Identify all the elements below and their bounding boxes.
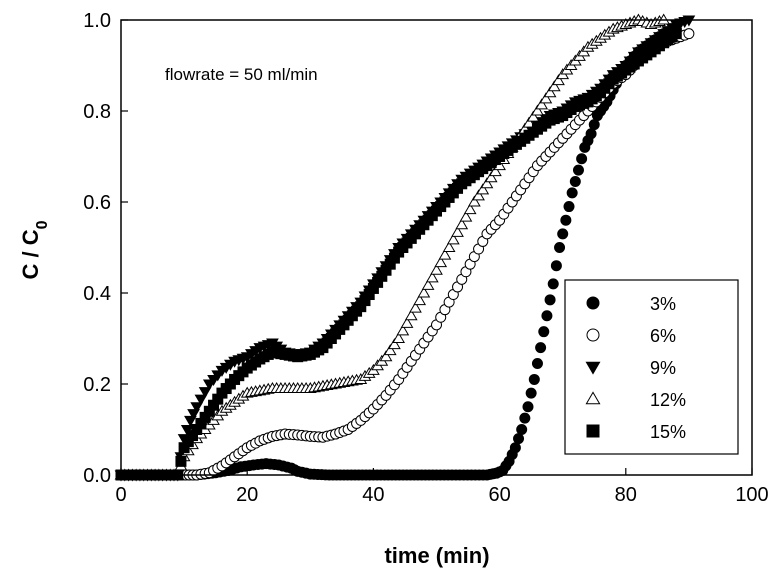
- data-point: [528, 373, 540, 385]
- data-point: [585, 128, 597, 140]
- y-tick-label: 0.8: [83, 101, 111, 123]
- data-point: [409, 301, 422, 313]
- data-point: [535, 342, 547, 354]
- data-point: [396, 324, 410, 336]
- data-point: [539, 92, 553, 104]
- y-tick-label: 0.2: [83, 374, 111, 396]
- data-point: [438, 248, 452, 260]
- data-point: [531, 104, 544, 116]
- y-axis-title-subscript: 0: [34, 220, 51, 229]
- data-point: [392, 332, 406, 343]
- data-point: [522, 401, 534, 413]
- data-point: [543, 86, 557, 98]
- data-point: [550, 260, 562, 272]
- x-tick-label: 20: [236, 484, 258, 506]
- data-point: [446, 233, 460, 245]
- data-point: [560, 214, 572, 226]
- data-point: [489, 165, 502, 177]
- legend-label: 12%: [650, 390, 686, 410]
- data-point: [434, 256, 448, 268]
- y-axis-title-main: C / C: [18, 229, 43, 279]
- data-point: [467, 195, 481, 207]
- data-point: [554, 242, 566, 253]
- data-point: [513, 433, 525, 445]
- data-point: [683, 28, 695, 40]
- data-point: [538, 326, 550, 338]
- data-point: [670, 28, 682, 40]
- data-point: [509, 442, 521, 454]
- data-point: [190, 402, 204, 414]
- legend-marker: [586, 328, 600, 342]
- data-point: [421, 278, 435, 290]
- data-point: [552, 74, 565, 86]
- x-tick-label: 0: [115, 484, 126, 506]
- legend-label: 3%: [650, 294, 676, 314]
- data-point: [430, 263, 443, 275]
- data-point: [572, 164, 584, 176]
- data-point: [480, 177, 494, 189]
- data-point: [379, 350, 393, 362]
- data-point: [472, 189, 485, 201]
- data-point: [569, 176, 581, 188]
- x-tick-label: 100: [735, 484, 768, 506]
- data-point: [526, 110, 540, 122]
- y-tick-label: 0.0: [83, 465, 111, 487]
- data-point: [175, 455, 187, 467]
- data-point: [194, 394, 208, 406]
- data-point: [383, 344, 397, 356]
- data-point: [463, 203, 477, 215]
- data-point: [476, 183, 490, 195]
- data-point: [455, 218, 469, 230]
- data-point: [588, 119, 600, 131]
- y-tick-label: 0.6: [83, 192, 111, 214]
- data-point: [541, 310, 553, 322]
- data-point: [525, 387, 537, 399]
- legend: 3% 6% 9% 12% 15%: [564, 279, 739, 455]
- data-point: [451, 225, 464, 237]
- data-point: [519, 412, 531, 424]
- data-point: [557, 228, 569, 240]
- data-point: [459, 210, 473, 222]
- y-tick-label: 1.0: [83, 10, 111, 32]
- data-point: [516, 424, 528, 435]
- legend-marker: [585, 361, 601, 375]
- legend-label: 6%: [650, 326, 676, 346]
- data-point: [576, 153, 588, 165]
- legend-label: 9%: [650, 358, 676, 378]
- flowrate-annotation: flowrate = 50 ml/min: [165, 65, 318, 84]
- data-point: [547, 80, 561, 92]
- data-point: [566, 187, 578, 199]
- data-point: [563, 201, 575, 213]
- data-point: [531, 358, 543, 370]
- legend-marker: [586, 296, 600, 310]
- y-tick-label: 0.4: [83, 283, 111, 305]
- legend-label: 15%: [650, 422, 686, 442]
- data-point: [442, 241, 456, 252]
- x-tick-label: 60: [488, 484, 510, 506]
- axes-layer: 0 20 40 60 80 100 0.0 0.2 0.4 0.6 0.8 1.0: [83, 10, 769, 506]
- data-point: [417, 286, 431, 298]
- data-point: [547, 278, 559, 290]
- data-point: [535, 98, 549, 110]
- data-point: [484, 171, 498, 183]
- y-axis-title-group: C / C0: [18, 220, 51, 279]
- legend-marker: [586, 424, 600, 438]
- y-axis-title: C / C0: [18, 220, 51, 279]
- data-point: [388, 338, 401, 350]
- data-point: [404, 309, 418, 321]
- data-point: [425, 271, 439, 283]
- data-point: [198, 387, 212, 399]
- data-point: [400, 316, 414, 328]
- legend-marker: [585, 391, 601, 405]
- data-point: [413, 294, 427, 306]
- data-marks-layer: [114, 13, 696, 482]
- data-point: [544, 294, 556, 306]
- x-tick-label: 40: [362, 484, 384, 506]
- plot-area-frame: [120, 19, 753, 476]
- x-tick-label: 80: [615, 484, 637, 506]
- x-axis-title: time (min): [384, 543, 489, 568]
